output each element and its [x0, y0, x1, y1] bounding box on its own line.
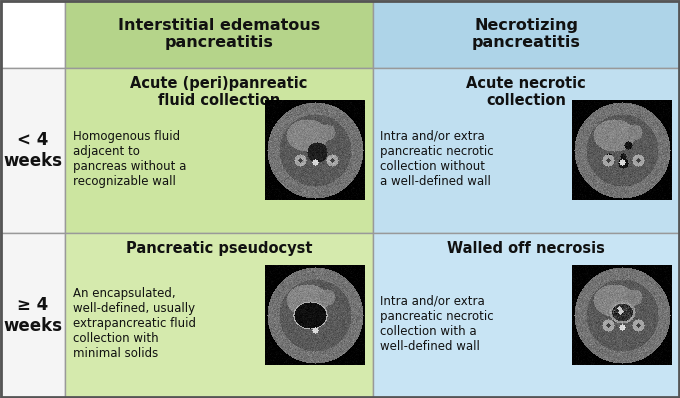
Text: Necrotizing
pancreatitis: Necrotizing pancreatitis: [472, 18, 581, 50]
Text: Interstitial edematous
pancreatitis: Interstitial edematous pancreatitis: [118, 18, 320, 50]
Text: Intra and/or extra
pancreatic necrotic
collection without
a well-defined wall: Intra and/or extra pancreatic necrotic c…: [381, 130, 494, 188]
Text: An encapsulated,
well-defined, usually
extrapancreatic fluid
collection with
min: An encapsulated, well-defined, usually e…: [73, 287, 196, 360]
Text: < 4
weeks: < 4 weeks: [3, 131, 62, 170]
Text: Pancreatic pseudocyst: Pancreatic pseudocyst: [126, 241, 312, 256]
Text: Walled off necrosis: Walled off necrosis: [447, 241, 605, 256]
Text: Acute (peri)panreatic
fluid collection: Acute (peri)panreatic fluid collection: [130, 76, 307, 108]
Text: ≥ 4
weeks: ≥ 4 weeks: [3, 296, 62, 335]
FancyBboxPatch shape: [373, 68, 680, 233]
FancyBboxPatch shape: [65, 68, 373, 233]
Text: Acute necrotic
collection: Acute necrotic collection: [466, 76, 586, 108]
Text: Homogenous fluid
adjacent to
pancreas without a
recognizable wall: Homogenous fluid adjacent to pancreas wi…: [73, 130, 186, 188]
FancyBboxPatch shape: [65, 233, 373, 398]
FancyBboxPatch shape: [373, 0, 680, 68]
FancyBboxPatch shape: [0, 68, 65, 233]
Text: Intra and/or extra
pancreatic necrotic
collection with a
well-defined wall: Intra and/or extra pancreatic necrotic c…: [381, 295, 494, 353]
FancyBboxPatch shape: [65, 0, 373, 68]
FancyBboxPatch shape: [0, 0, 65, 68]
FancyBboxPatch shape: [0, 233, 65, 398]
FancyBboxPatch shape: [373, 233, 680, 398]
